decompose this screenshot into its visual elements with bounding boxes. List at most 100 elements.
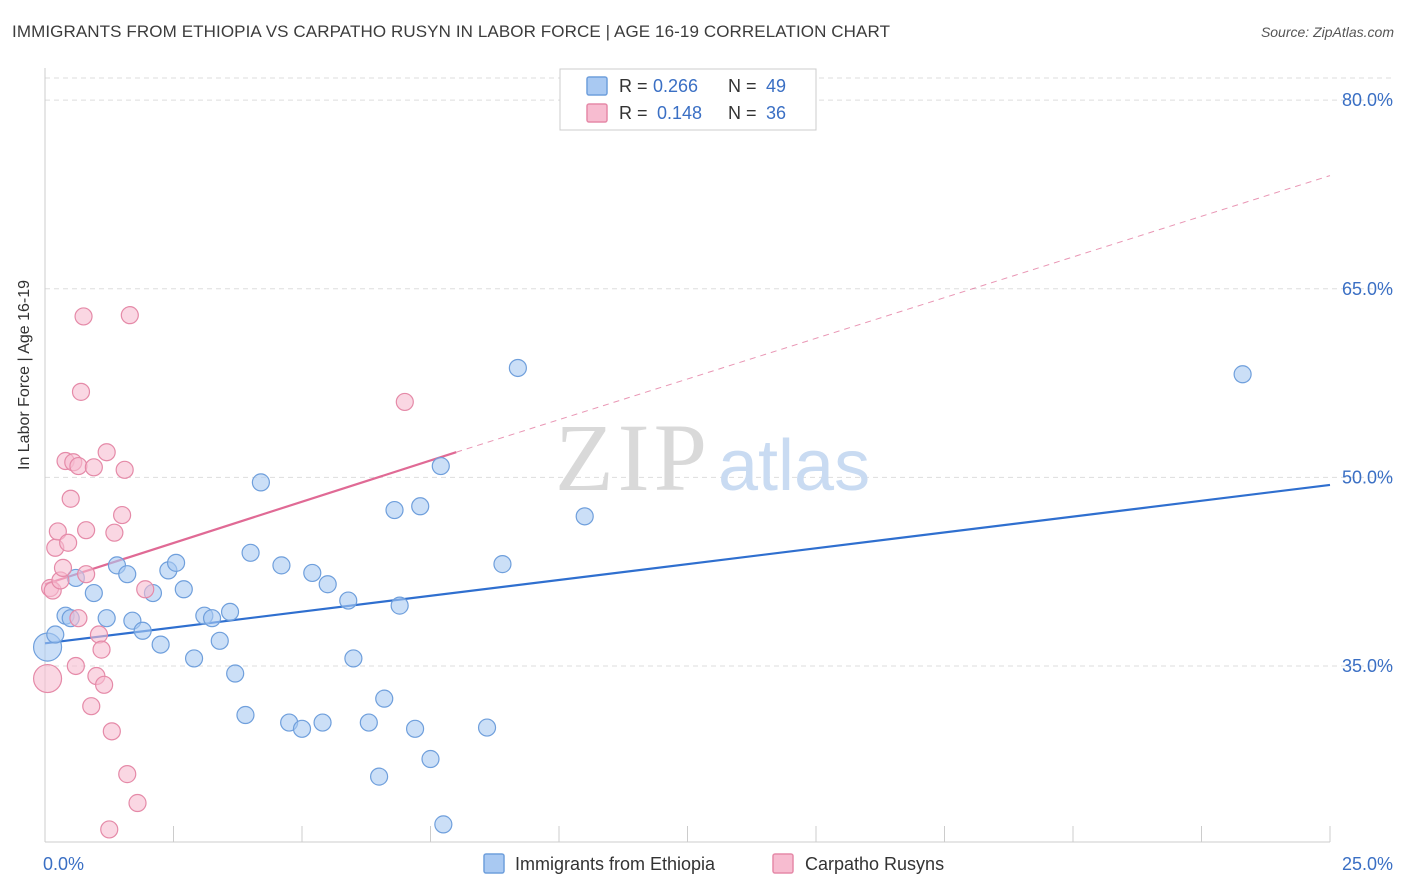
blue-data-point	[166, 553, 186, 572]
blue-data-point	[359, 713, 378, 732]
pink-data-point	[53, 558, 73, 577]
pink-trend-extension	[456, 175, 1331, 453]
correlation-legend: R = 0.266 N = 49 R = 0.148 N = 36	[559, 68, 817, 131]
data-points	[32, 306, 1252, 839]
blue-data-point	[174, 580, 193, 599]
blue-data-point	[375, 689, 394, 708]
blue-data-point	[339, 591, 358, 610]
blue-data-point	[151, 635, 170, 654]
legend-r-label: R =	[619, 103, 648, 123]
blue-data-point	[292, 719, 312, 738]
legend-n-label: N =	[728, 76, 757, 96]
axes	[44, 68, 1331, 843]
pink-data-point	[136, 580, 155, 599]
blue-trend-line	[44, 483, 1331, 645]
blue-data-point	[385, 500, 404, 520]
bottom-legend-label: Immigrants from Ethiopia	[515, 854, 716, 874]
blue-data-point	[133, 621, 152, 640]
blue-data-point	[210, 631, 229, 650]
blue-data-point	[508, 358, 527, 378]
pink-data-point	[105, 523, 124, 542]
watermark-zip: ZIP	[555, 404, 711, 511]
pink-data-point	[395, 392, 414, 412]
legend-n-label: N =	[728, 103, 757, 123]
blue-data-point	[84, 583, 103, 603]
blue-data-point	[241, 543, 260, 562]
y-tick-label: 35.0%	[1342, 656, 1393, 676]
blue-data-point	[370, 767, 389, 786]
bottom-legend-pink-swatch	[772, 853, 794, 874]
pink-data-point	[112, 505, 132, 525]
blue-data-point	[226, 664, 245, 683]
legend-r-value: 0.266	[653, 76, 698, 96]
chart-title: IMMIGRANTS FROM ETHIOPIA VS CARPATHO RUS…	[12, 22, 891, 41]
x-tick-label: 0.0%	[43, 854, 84, 874]
blue-data-point	[184, 649, 204, 668]
legend-r-value: 0.148	[657, 103, 702, 123]
y-tick-label: 80.0%	[1342, 90, 1393, 110]
blue-data-point	[390, 596, 409, 615]
series-legend: Immigrants from Ethiopia Carpatho Rusyns	[483, 853, 944, 874]
blue-data-point	[272, 556, 291, 575]
blue-data-point	[236, 705, 255, 725]
pink-data-point	[77, 521, 96, 540]
y-tick-label: 50.0%	[1342, 467, 1393, 487]
tick-labels: 35.0% 50.0% 65.0% 80.0% 0.0% 25.0%	[43, 90, 1393, 874]
source-label: Source: ZipAtlas.com	[1260, 24, 1394, 40]
pink-data-point	[128, 793, 147, 813]
pink-data-point	[118, 765, 137, 784]
pink-data-point	[69, 456, 88, 476]
legend-pink-swatch	[586, 103, 608, 123]
watermark-atlas: atlas	[718, 426, 870, 506]
pink-data-point	[32, 663, 63, 694]
bottom-legend-blue-swatch	[483, 853, 505, 874]
pink-data-point	[102, 722, 121, 741]
blue-data-point	[405, 719, 425, 738]
pink-data-point	[84, 458, 103, 477]
blue-data-point	[477, 718, 497, 737]
legend-n-value: 36	[766, 103, 786, 123]
blue-data-point	[1233, 365, 1252, 384]
pink-data-point	[92, 640, 111, 659]
blue-data-point	[97, 609, 116, 628]
blue-data-point	[202, 609, 222, 628]
pink-data-point	[95, 675, 114, 694]
x-tick-label: 25.0%	[1342, 854, 1393, 874]
pink-data-point	[61, 489, 80, 508]
legend-n-value: 49	[766, 76, 786, 96]
pink-data-point	[82, 697, 101, 716]
pink-data-point	[97, 443, 116, 462]
pink-data-point	[69, 609, 88, 628]
blue-data-point	[575, 507, 594, 526]
blue-data-point	[303, 563, 322, 583]
pink-data-point	[89, 625, 109, 644]
blue-data-point	[431, 456, 450, 476]
pink-data-point	[74, 307, 93, 326]
blue-data-point	[493, 555, 512, 574]
pink-data-point	[115, 460, 134, 479]
pink-data-point	[77, 565, 96, 584]
pink-data-point	[71, 382, 91, 401]
pink-data-point	[100, 820, 119, 839]
watermark: ZIP atlas	[555, 404, 870, 511]
pink-data-point	[66, 656, 85, 676]
blue-data-point	[118, 565, 137, 584]
pink-data-point	[120, 306, 139, 325]
blue-data-point	[411, 497, 430, 516]
blue-data-point	[421, 749, 440, 769]
blue-data-point	[344, 649, 363, 668]
blue-data-point	[220, 602, 240, 622]
pink-data-point	[59, 533, 78, 552]
y-tick-label: 65.0%	[1342, 279, 1393, 299]
blue-data-point	[318, 575, 337, 594]
blue-data-point	[434, 815, 453, 834]
blue-data-point	[46, 625, 65, 644]
gridlines	[45, 77, 1392, 667]
bottom-legend-label: Carpatho Rusyns	[805, 854, 944, 874]
blue-data-point	[313, 713, 332, 732]
legend-r-label: R =	[619, 76, 648, 96]
blue-data-point	[251, 473, 270, 492]
pink-data-point	[48, 522, 67, 541]
legend-blue-swatch	[586, 76, 608, 96]
